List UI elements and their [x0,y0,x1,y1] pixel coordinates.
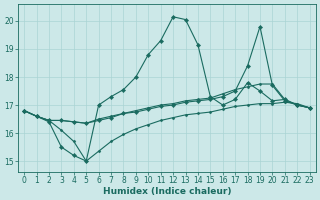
X-axis label: Humidex (Indice chaleur): Humidex (Indice chaleur) [103,187,231,196]
